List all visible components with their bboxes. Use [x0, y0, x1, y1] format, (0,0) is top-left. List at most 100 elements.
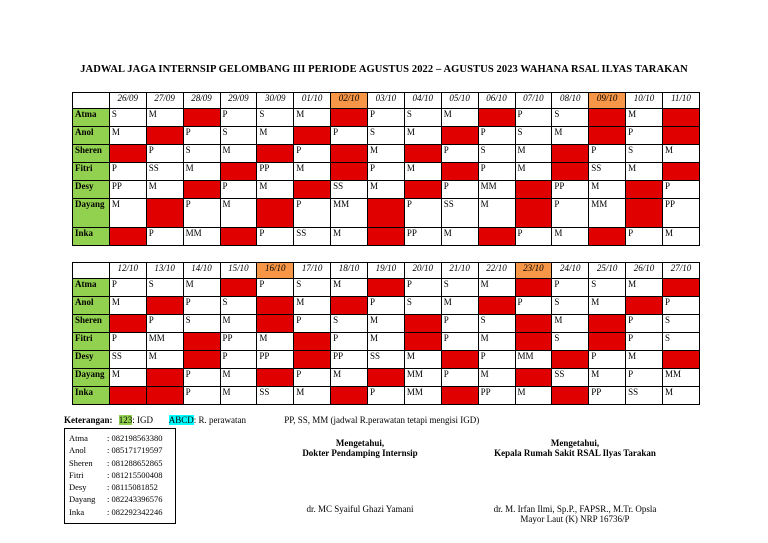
date-cell: 19/10: [367, 262, 405, 279]
contact-phone: : 082292342246: [107, 506, 163, 517]
shift-cell: L: [588, 314, 627, 333]
shift-cell: L: [219, 278, 258, 297]
person-row: Dayang M L P M L P MM L P SS M L P MM L PP: [72, 198, 700, 228]
shift-cell: P: [145, 314, 184, 333]
person-row: Desy PP M L P M L SS M L P MM L PP M L P: [72, 180, 700, 199]
shift-cell: P: [293, 314, 332, 333]
shift-cell: L: [293, 350, 332, 369]
shift-cell: M: [625, 162, 663, 181]
signer: dr. MC Syaiful Ghazi Yamani: [306, 504, 414, 514]
shift-cell: M: [625, 108, 663, 127]
shift-cell: M: [477, 368, 516, 387]
shift-cell: L: [440, 386, 479, 405]
contact-name: Inka: [69, 506, 85, 517]
shift-cell: M: [588, 368, 627, 387]
shift-cell: M: [477, 198, 516, 228]
date-cell: 08/10: [551, 92, 590, 109]
shift-cell: P: [182, 386, 221, 405]
shift-cell: P: [145, 144, 184, 163]
shift-cell: M: [219, 314, 258, 333]
legend-code: ABCD: [168, 415, 194, 425]
date-cell: 10/10: [625, 92, 663, 109]
shift-cell: P: [367, 296, 405, 315]
shift-cell: L: [440, 350, 479, 369]
shift-cell: M: [367, 144, 405, 163]
shift-cell: MM: [588, 198, 627, 228]
shift-cell: M: [330, 368, 368, 387]
shift-cell: M: [440, 227, 479, 246]
name-cell: Anol: [72, 296, 110, 315]
shift-cell: M: [514, 162, 553, 181]
shift-cell: P: [477, 162, 516, 181]
shift-cell: P: [625, 227, 663, 246]
shift-cell: MM: [403, 368, 442, 387]
shift-cell: P: [108, 278, 147, 297]
shift-cell: M: [293, 108, 332, 127]
person-row: Anol M L P S L M L P S M L P S M L P: [72, 296, 700, 315]
shift-cell: P: [145, 227, 184, 246]
shift-cell: S: [403, 296, 442, 315]
shift-cell: L: [588, 227, 627, 246]
shift-cell: L: [662, 162, 700, 181]
shift-cell: L: [514, 198, 553, 228]
shift-cell: L: [367, 368, 405, 387]
shift-cell: PP: [330, 350, 368, 369]
name-cell: Sheren: [72, 314, 110, 333]
shift-cell: S: [108, 108, 147, 127]
shift-cell: M: [477, 332, 516, 351]
shift-cell: S: [256, 108, 295, 127]
shift-cell: M: [625, 350, 663, 369]
shift-cell: L: [256, 314, 295, 333]
shift-cell: M: [293, 162, 332, 181]
role: Dokter Pendamping Internsip: [302, 448, 418, 458]
title: JADWAL JAGA INTERNSIP GELOMBANG III PERI…: [80, 64, 688, 75]
shift-cell: L: [182, 108, 221, 127]
shift-cell: M: [514, 144, 553, 163]
shift-cell: L: [256, 368, 295, 387]
shift-cell: SS: [588, 162, 627, 181]
shift-cell: P: [219, 350, 258, 369]
shift-cell: SS: [440, 198, 479, 228]
shift-cell: P: [403, 278, 442, 297]
shift-cell: PP: [256, 162, 295, 181]
shift-cell: M: [662, 144, 700, 163]
shift-cell: M: [108, 368, 147, 387]
shift-cell: L: [514, 332, 553, 351]
shift-cell: L: [403, 144, 442, 163]
shift-cell: L: [145, 126, 184, 145]
shift-cell: L: [293, 180, 332, 199]
shift-cell: P: [330, 126, 368, 145]
shift-cell: L: [182, 180, 221, 199]
contact-name: Desy: [69, 482, 87, 493]
contact-row: Anol: 085171719597: [69, 445, 175, 457]
contact-phone: : 085171719597: [107, 445, 163, 456]
name-cell: Fitri: [72, 162, 110, 181]
date-cell: 29/09: [219, 92, 258, 109]
shift-cell: L: [551, 144, 590, 163]
date-cell: 16/10: [256, 262, 295, 279]
contact-row: Inka : 082292342246: [69, 507, 175, 519]
date-cell: 26/09: [108, 92, 147, 109]
date-cell: 24/10: [551, 262, 590, 279]
shift-cell: L: [662, 126, 700, 145]
signer: dr. M. Irfan Ilmi, Sp.P., FAPSR., M.Tr. …: [493, 504, 657, 514]
shift-cell: L: [108, 227, 147, 246]
name-cell: Sheren: [72, 144, 110, 163]
contact-row: Atma: 082198563380: [69, 433, 175, 445]
shift-cell: P: [403, 198, 442, 228]
shift-cell: PP: [477, 386, 516, 405]
shift-cell: M: [182, 162, 221, 181]
shift-cell: SS: [625, 386, 663, 405]
person-row: Sheren L P S M L P L M L P S M L P S M: [72, 144, 700, 163]
shift-cell: P: [625, 332, 663, 351]
legend-text: : IGD: [132, 415, 153, 425]
shift-cell: SS: [367, 350, 405, 369]
date-cell: 21/10: [440, 262, 479, 279]
shift-cell: L: [662, 278, 700, 297]
person-row: Fitri P MM L PP M L P M L P M L S L P S: [72, 332, 700, 351]
shift-cell: L: [219, 227, 258, 246]
signature: Mengetahui, Kepala Rumah Sakit RSAL Ilya…: [455, 438, 695, 524]
shift-cell: P: [440, 180, 479, 199]
shift-cell: L: [108, 386, 147, 405]
date-cell: 20/10: [403, 262, 442, 279]
